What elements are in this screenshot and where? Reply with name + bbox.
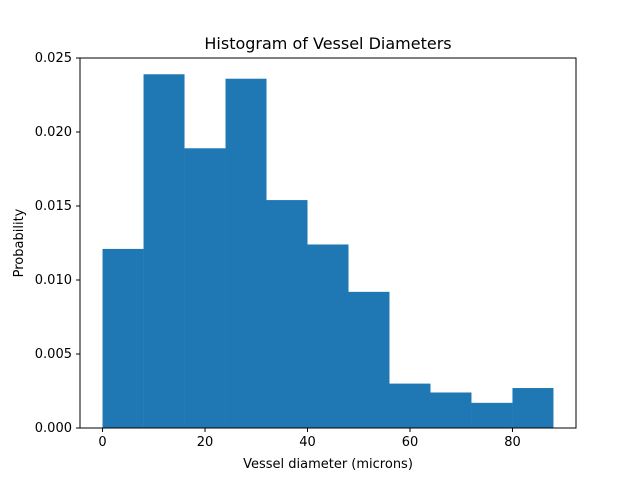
histogram-bar — [307, 244, 349, 428]
y-tick-label: 0.000 — [35, 421, 72, 436]
histogram-bar — [225, 78, 267, 428]
histogram-bar — [430, 392, 472, 428]
x-tick-label: 0 — [98, 435, 106, 450]
plot-frame — [79, 57, 577, 429]
x-tick-label: 20 — [197, 435, 214, 450]
y-axis-ticks: 0.000 0.005 0.010 0.015 0.020 0.025 — [35, 51, 80, 436]
histogram-bar — [348, 291, 390, 428]
x-tick-label: 80 — [504, 435, 521, 450]
y-tick-label: 0.010 — [35, 273, 72, 288]
y-tick-label: 0.020 — [35, 125, 72, 140]
x-axis-label: Vessel diameter (microns) — [243, 457, 413, 472]
y-tick-label: 0.025 — [35, 51, 72, 66]
histogram-bar — [102, 248, 144, 428]
y-axis-label: Probability — [12, 208, 27, 277]
histogram-bar — [143, 74, 185, 428]
x-tick-label: 40 — [299, 435, 316, 450]
x-axis-ticks: 0 20 40 60 80 — [98, 428, 521, 450]
y-tick-label: 0.015 — [35, 199, 72, 214]
histogram-bar — [512, 388, 554, 428]
x-tick-label: 60 — [402, 435, 419, 450]
histogram-bar — [389, 383, 431, 428]
histogram-bar — [184, 148, 226, 428]
y-tick-label: 0.005 — [35, 347, 72, 362]
bars-group — [102, 74, 554, 428]
chart-title: Histogram of Vessel Diameters — [204, 34, 451, 53]
histogram-bar — [471, 402, 513, 428]
histogram-bar — [266, 200, 308, 428]
